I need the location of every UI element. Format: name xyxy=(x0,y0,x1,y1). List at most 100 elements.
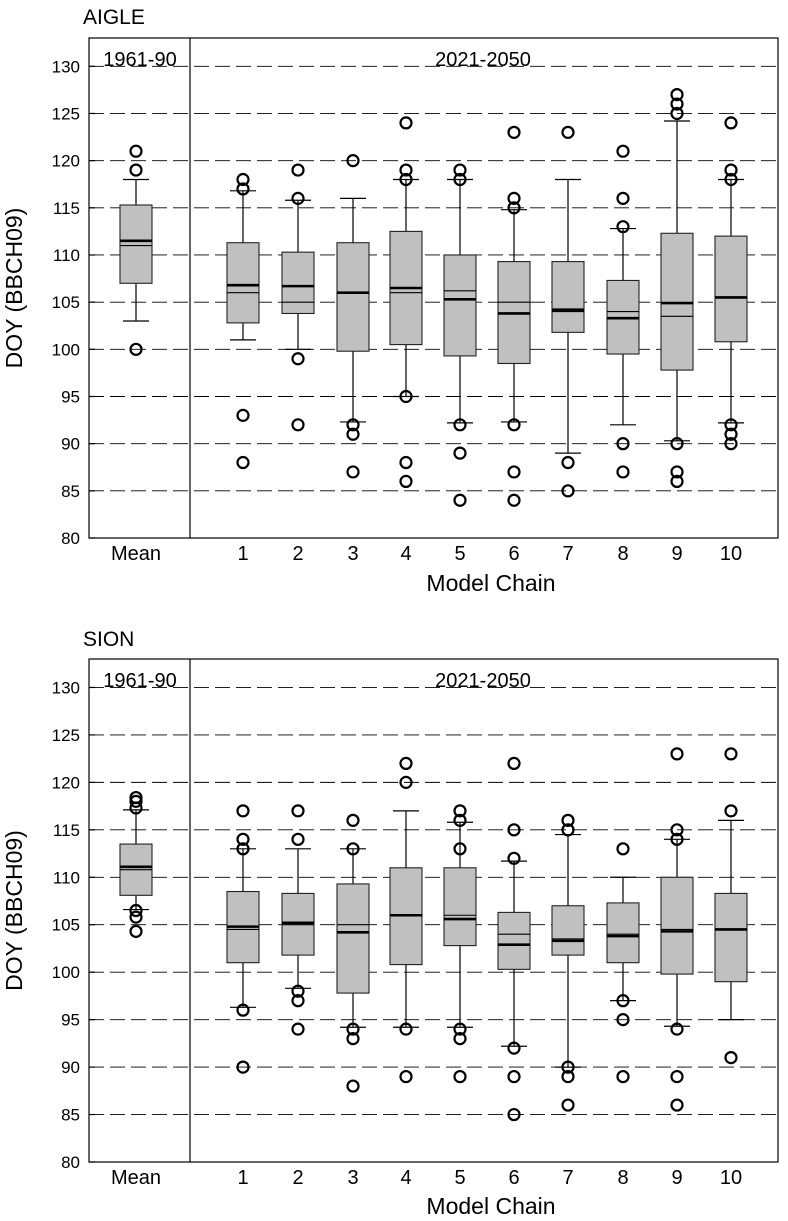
outlier-point xyxy=(507,125,521,139)
x-tick-label: 6 xyxy=(508,543,519,565)
outlier-point xyxy=(129,163,143,177)
y-tick-label: 105 xyxy=(52,293,80,312)
outlier-point xyxy=(561,1069,575,1084)
box-8 xyxy=(606,144,640,479)
box-10 xyxy=(714,747,748,1065)
box-9 xyxy=(660,747,694,1112)
x-tick-label: 10 xyxy=(720,543,742,565)
outlier-point xyxy=(507,851,521,865)
y-tick-label: 110 xyxy=(53,246,80,265)
outlier-point xyxy=(291,352,305,366)
y-tick-label: 115 xyxy=(53,199,80,218)
iqr-box xyxy=(336,242,370,352)
x-tick-label: 4 xyxy=(400,1167,411,1189)
box-10 xyxy=(714,116,748,451)
box-2 xyxy=(281,163,315,432)
iqr-box xyxy=(497,911,531,970)
y-tick-label: 125 xyxy=(52,104,80,123)
y-tick-label: 85 xyxy=(61,482,80,501)
outlier-point xyxy=(453,1022,467,1036)
outlier-point xyxy=(670,1098,684,1112)
outlier-point xyxy=(399,775,413,789)
outlier-point xyxy=(724,172,738,187)
outlier-point xyxy=(291,804,305,818)
outlier-point xyxy=(670,474,684,488)
iqr-box xyxy=(443,867,477,947)
outlier-point xyxy=(291,1022,305,1036)
outlier-point xyxy=(507,1041,521,1055)
outlier-point xyxy=(670,832,684,846)
outlier-point xyxy=(291,191,305,205)
outlier-point xyxy=(724,747,738,761)
chart-title: AIGLE xyxy=(83,6,145,29)
outlier-point xyxy=(346,1032,360,1046)
y-tick-label: 90 xyxy=(61,1058,80,1077)
outlier-point xyxy=(236,172,250,187)
period-label-future: 2021-2050 xyxy=(435,670,531,692)
box-4 xyxy=(389,756,423,1084)
outlier-point xyxy=(399,389,413,404)
y-tick-label: 120 xyxy=(52,152,80,171)
outlier-point xyxy=(399,756,413,770)
box-mean xyxy=(119,144,153,356)
outlier-point xyxy=(616,144,630,158)
outlier-point xyxy=(561,823,575,837)
outlier-point xyxy=(453,804,467,818)
outlier-point xyxy=(616,191,630,205)
box-7 xyxy=(551,813,585,1112)
outlier-point xyxy=(291,832,305,846)
outlier-point xyxy=(507,1107,521,1122)
outlier-point xyxy=(670,437,684,451)
outlier-point xyxy=(616,437,630,451)
outlier-point xyxy=(561,813,575,827)
outlier-point xyxy=(453,813,467,827)
outlier-point xyxy=(724,418,738,432)
y-tick-label: 80 xyxy=(61,1153,80,1172)
iqr-box xyxy=(660,876,694,975)
outlier-point xyxy=(507,493,521,507)
y-tick-label: 80 xyxy=(61,529,80,548)
iqr-box xyxy=(226,242,260,324)
box-5 xyxy=(443,804,477,1084)
y-tick-label: 105 xyxy=(52,916,80,935)
outlier-point xyxy=(670,1022,684,1036)
x-tick-label: Mean xyxy=(111,543,161,565)
outlier-point xyxy=(453,842,467,856)
outlier-point xyxy=(346,1079,360,1093)
outlier-point xyxy=(670,465,684,479)
outlier-point xyxy=(129,144,143,158)
y-tick-label: 120 xyxy=(52,773,80,792)
outlier-point xyxy=(453,446,467,460)
plot-frame xyxy=(88,37,779,539)
y-tick-label: 100 xyxy=(52,340,80,359)
outlier-point xyxy=(616,994,630,1008)
outlier-point xyxy=(399,455,413,470)
iqr-box xyxy=(281,251,315,315)
x-tick-label: 1 xyxy=(237,1167,248,1189)
y-tick-label: 100 xyxy=(52,963,80,982)
outlier-point xyxy=(561,125,575,139)
outlier-point xyxy=(399,1069,413,1084)
outlier-point xyxy=(291,418,305,432)
x-tick-label: 2 xyxy=(292,1167,303,1189)
x-axis-label: Model Chain xyxy=(426,1193,555,1219)
outlier-point xyxy=(724,1051,738,1065)
y-axis-label: DOY (BBCH09) xyxy=(1,208,27,369)
outlier-point xyxy=(453,418,467,432)
outlier-point xyxy=(453,172,467,187)
outlier-point xyxy=(453,493,467,507)
x-tick-label: 8 xyxy=(617,1167,628,1189)
plot-frame xyxy=(88,658,779,1163)
outlier-point xyxy=(616,842,630,856)
outlier-point xyxy=(129,790,143,805)
outlier-point xyxy=(399,163,413,177)
x-tick-label: 2 xyxy=(292,543,303,565)
outlier-point xyxy=(507,756,521,770)
outlier-point xyxy=(236,1060,250,1074)
box-9 xyxy=(660,88,694,488)
iqr-box xyxy=(714,892,748,983)
y-tick-label: 115 xyxy=(53,821,80,840)
